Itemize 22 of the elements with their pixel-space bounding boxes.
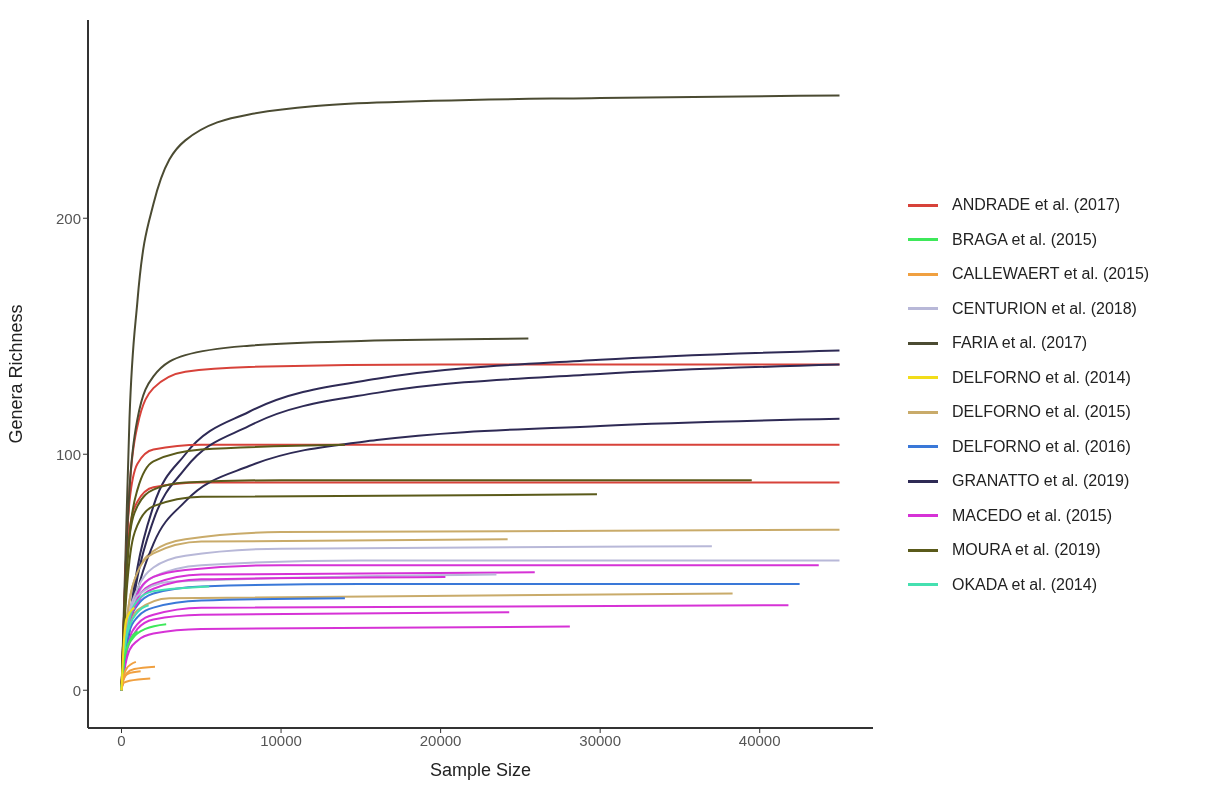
- x-tick-label: 30000: [579, 731, 622, 749]
- y-axis-title: Genera Richness: [6, 304, 27, 444]
- x-tick-label: 10000: [260, 731, 302, 749]
- legend-label: CALLEWAERT et al. (2015): [952, 265, 1150, 284]
- legend-label: MACEDO et al. (2015): [952, 506, 1113, 525]
- y-tick-label: 0: [72, 681, 81, 699]
- legend-label: GRANATTO et al. (2019): [952, 472, 1130, 491]
- x-axis-title: Sample Size: [429, 760, 532, 780]
- legend-label: DELFORNO et al. (2015): [952, 403, 1131, 422]
- legend-label: DELFORNO et al. (2014): [952, 368, 1131, 387]
- y-tick-label: 100: [55, 445, 81, 463]
- x-tick-label: 20000: [419, 731, 462, 749]
- legend-label: ANDRADE et al. (2017): [952, 196, 1121, 215]
- legend-label: CENTURION et al. (2018): [952, 299, 1137, 318]
- legend-label: DELFORNO et al. (2016): [952, 437, 1131, 456]
- legend-label: BRAGA et al. (2015): [952, 230, 1097, 249]
- legend-label: FARIA et al. (2017): [952, 334, 1088, 353]
- x-tick-label: 40000: [738, 731, 781, 749]
- legend-label: MOURA et al. (2019): [952, 541, 1101, 560]
- x-tick-label: 0: [117, 731, 126, 749]
- y-tick-label: 200: [55, 209, 81, 227]
- legend-label: OKADA et al. (2014): [952, 575, 1097, 594]
